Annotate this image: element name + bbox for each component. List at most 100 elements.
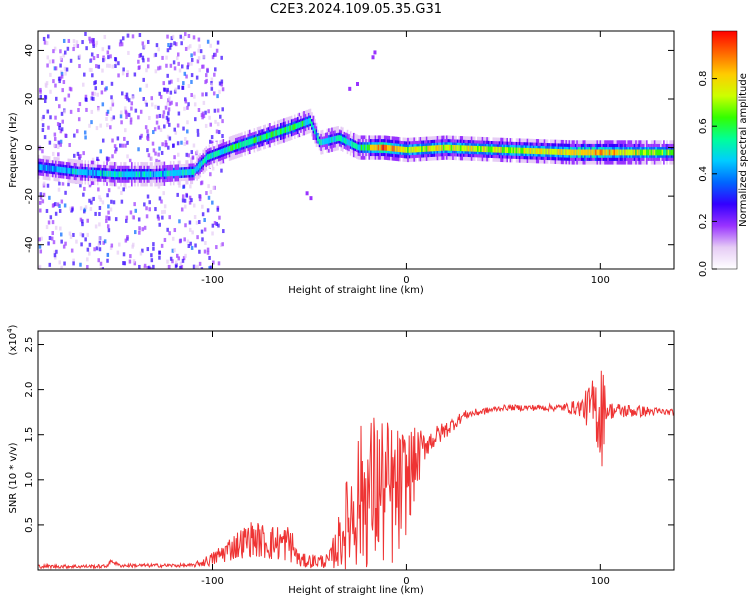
spectrogram-noise-cell xyxy=(190,150,194,155)
spectrogram-ridge-cell xyxy=(70,168,73,174)
spectrogram-noise-cell xyxy=(210,135,214,140)
spectrogram-noise-cell xyxy=(177,256,181,261)
spectrogram-noise-cell xyxy=(217,261,221,266)
spectrogram-noise-cell xyxy=(179,34,182,39)
spectrogram-ridge-cell xyxy=(349,140,352,147)
spectrogram-noise-cell xyxy=(111,154,114,159)
spectrogram-noise-cell xyxy=(110,117,114,122)
spectrogram-noise-cell xyxy=(199,181,203,186)
spectrogram-noise-cell xyxy=(106,224,110,229)
spectrogram-ridge-cell xyxy=(622,149,625,156)
spectrogram-ridge-cell xyxy=(447,144,450,151)
spectrogram-noise-cell xyxy=(170,79,173,84)
spectrogram-noise-cell xyxy=(199,194,202,199)
spectrogram-noise-cell xyxy=(196,264,199,269)
spectrogram-noise-cell xyxy=(114,63,117,68)
spectrogram-noise-cell xyxy=(207,109,210,114)
spectrogram-noise-cell xyxy=(121,71,125,76)
spectrogram-noise-cell xyxy=(110,95,113,100)
spectrogram-noise-cell xyxy=(215,48,219,53)
spectrogram-noise-cell xyxy=(143,44,146,49)
spectrogram-noise-cell xyxy=(68,143,71,148)
spectrogram-noise-cell xyxy=(47,34,50,39)
spectrogram-noise-cell xyxy=(54,225,58,230)
spectrogram-ridge-cell xyxy=(289,125,292,132)
spectrogram-ridge-cell xyxy=(591,149,594,156)
spectrogram-noise-cell xyxy=(92,56,96,61)
spectrogram-ridge-cell xyxy=(577,149,580,156)
spectrogram-noise-cell xyxy=(153,53,156,58)
spectrogram-noise-cell xyxy=(106,193,109,198)
spectrogram-noise-cell xyxy=(166,87,169,92)
spectrogram-noise-cell xyxy=(60,111,64,116)
spectrogram-ridge-cell xyxy=(62,167,65,174)
spectrogram-ridge-cell xyxy=(64,167,67,174)
spectrogram-noise-cell xyxy=(72,258,75,263)
spectrogram-ridge-cell xyxy=(38,164,40,170)
spectrogram-ridge-cell xyxy=(641,149,644,156)
spectrogram-ridge-cell xyxy=(326,137,329,144)
spectrogram-ridge-cell xyxy=(219,149,222,156)
spectrogram-noise-cell xyxy=(169,90,173,95)
spectrogram-ridge-cell xyxy=(340,135,343,142)
spectrogram-ridge-cell xyxy=(582,149,585,156)
spectrogram-ridge-cell xyxy=(593,149,596,156)
spectrogram-noise-cell xyxy=(133,72,137,77)
spectrogram-noise-cell xyxy=(41,149,44,154)
spectrogram-noise-cell xyxy=(193,94,196,99)
spectrogram-ridge-cell xyxy=(656,149,659,156)
spectrogram-noise-cell xyxy=(60,199,64,204)
snr-y-ticks: 0.5 1.0 1.5 2.0 2.5 xyxy=(24,337,674,533)
spectrogram-noise-cell xyxy=(185,193,189,198)
spectrogram-noise-cell xyxy=(120,42,124,47)
spectrogram-noise-cell xyxy=(97,107,100,112)
spectrogram-ridge-cell xyxy=(87,169,90,176)
spectrogram-ridge-cell xyxy=(416,146,419,153)
spectrogram-ridge-cell xyxy=(601,149,603,156)
colorbar-tick-label: 0.0 xyxy=(698,261,709,277)
spectrogram-noise-cell xyxy=(60,239,63,244)
spectrogram-noise-cell xyxy=(168,122,171,127)
spectrogram-ridge-cell xyxy=(607,149,610,156)
snr-y-exponent-power: 4 xyxy=(6,328,14,333)
spectrogram-noise-cell xyxy=(86,247,90,252)
colorbar: 0.0 0.2 0.4 0.6 0.8 Normalized spectral ampl… xyxy=(698,30,749,277)
spectrogram-noise-cell xyxy=(213,221,217,226)
spectrogram-ridge-cell xyxy=(293,123,296,130)
spectrogram-ridge-cell xyxy=(421,146,423,152)
spectrogram-noise-cell xyxy=(189,241,192,246)
spectrogram-noise-cell xyxy=(154,207,157,212)
spectrogram-ridge-cell xyxy=(475,145,478,152)
spectrogram-feature-cell xyxy=(373,50,377,55)
spectrogram-noise-cell xyxy=(213,72,216,77)
spectrogram-ridge-cell xyxy=(117,171,119,178)
spectrogram-noise-cell xyxy=(158,146,161,151)
spectrogram-ridge-cell xyxy=(39,164,42,171)
spectrogram-noise-cell xyxy=(148,200,151,205)
spectrogram-noise-cell xyxy=(73,44,76,49)
spectrogram-ridge-cell xyxy=(495,146,498,153)
spectrogram-ridge-cell xyxy=(210,153,212,159)
spectrogram-noise-cell xyxy=(218,89,221,94)
spectrogram-noise-cell xyxy=(124,238,128,243)
spectrogram-noise-cell xyxy=(221,119,224,124)
spectrogram-ridge-cell xyxy=(504,147,507,153)
spectrogram-noise-cell xyxy=(160,243,164,248)
spectrogram-noise-cell xyxy=(187,62,190,67)
spectrogram-noise-cell xyxy=(58,79,61,84)
spectrogram-ridge-cell xyxy=(151,171,154,178)
spectrogram-noise-cell xyxy=(206,250,210,255)
spectrogram-noise-cell xyxy=(173,248,176,253)
spectrogram-noise-cell xyxy=(137,115,140,120)
spectrogram-noise-cell xyxy=(101,200,105,205)
spectrogram-ridge-cell xyxy=(661,149,664,156)
spectrogram-noise-cell xyxy=(216,207,220,212)
spectrogram-noise-cell xyxy=(78,156,81,161)
spectrogram-noise-cell xyxy=(163,237,167,242)
spectrogram-noise-cell xyxy=(174,42,178,47)
spectrogram-ridge-cell xyxy=(267,132,270,139)
spectrogram-noise-cell xyxy=(215,221,219,226)
spectrogram-noise-cell xyxy=(171,248,175,253)
spectrogram-noise-cell xyxy=(53,253,57,258)
spectrogram-noise-cell xyxy=(155,120,159,125)
